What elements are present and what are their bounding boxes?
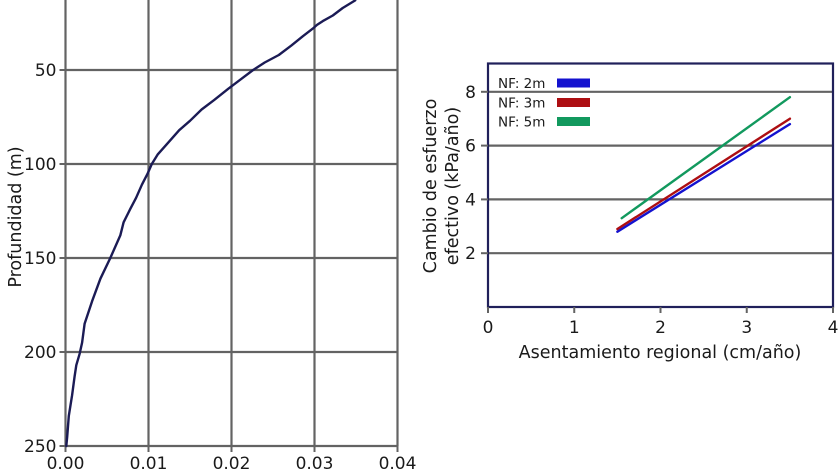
right-chart-y-axis-label: Cambio de esfuerzo efectivo (kPa/año): [420, 99, 464, 274]
tick-labels: 0 1 2 3 4 2 4 6 8: [465, 83, 838, 338]
x-tick-label: 0.00: [47, 454, 85, 473]
x-tick-label: 2: [655, 318, 666, 338]
legend-swatch: [557, 117, 590, 126]
right-chart-y-axis-label-line1: Cambio de esfuerzo: [421, 98, 441, 274]
y-tick-label: 4: [465, 190, 476, 210]
legend-swatch: [557, 78, 590, 88]
x-tick-label: 0.03: [296, 454, 334, 473]
legend-swatch: [557, 98, 590, 107]
tick-marks: [481, 90, 834, 313]
tick-labels: 0.00 0.01 0.02 0.03 0.04 50 100 150 200 250: [24, 61, 416, 473]
tick-marks: [59, 69, 399, 452]
x-tick-label: 0.02: [213, 454, 251, 473]
y-tick-label: 150: [24, 249, 56, 269]
legend-entry: NF: 2m: [498, 76, 590, 92]
y-tick-label: 200: [24, 343, 56, 363]
x-tick-label: 0: [483, 318, 494, 338]
y-tick-label: 2: [465, 244, 476, 264]
stress-vs-settlement-chart: 0 1 2 3 4 2 4 6 8 NF: 2m NF: 3m NF: 5m: [465, 62, 838, 338]
x-tick-label: 0.04: [379, 454, 417, 473]
depth-profile-chart: 0.00 0.01 0.02 0.03 0.04 50 100 150 200 250: [24, 0, 416, 473]
right-chart-x-axis-label: Asentamiento regional (cm/año): [518, 343, 802, 363]
left-chart-y-axis-label: Profundidad (m): [6, 146, 26, 288]
grid-lines: [488, 90, 833, 255]
legend-label: NF: 5m: [498, 115, 545, 131]
y-tick-label: 100: [24, 155, 56, 175]
legend-entry: NF: 3m: [498, 96, 590, 112]
y-tick-label: 250: [24, 437, 56, 457]
x-tick-label: 4: [828, 318, 839, 338]
legend-label: NF: 3m: [498, 96, 545, 112]
legend-label: NF: 2m: [498, 76, 545, 92]
y-tick-label: 8: [465, 83, 476, 103]
depth-profile-curve: [65, 0, 357, 448]
grid-lines: [64, 0, 399, 448]
series-line-nf-5m: [620, 95, 792, 220]
legend-entry: NF: 5m: [498, 115, 590, 131]
series-line-nf-3m: [616, 117, 792, 231]
x-tick-label: 3: [741, 318, 752, 338]
y-tick-label: 50: [35, 61, 57, 81]
right-chart-y-axis-label-line2: efectivo (kPa/año): [443, 106, 463, 266]
y-tick-label: 6: [465, 137, 476, 157]
x-tick-label: 1: [569, 318, 580, 338]
series-lines: [616, 95, 792, 233]
series-line-nf-2m: [616, 122, 792, 233]
x-tick-label: 0.01: [130, 454, 168, 473]
legend: NF: 2m NF: 3m NF: 5m: [498, 76, 590, 131]
